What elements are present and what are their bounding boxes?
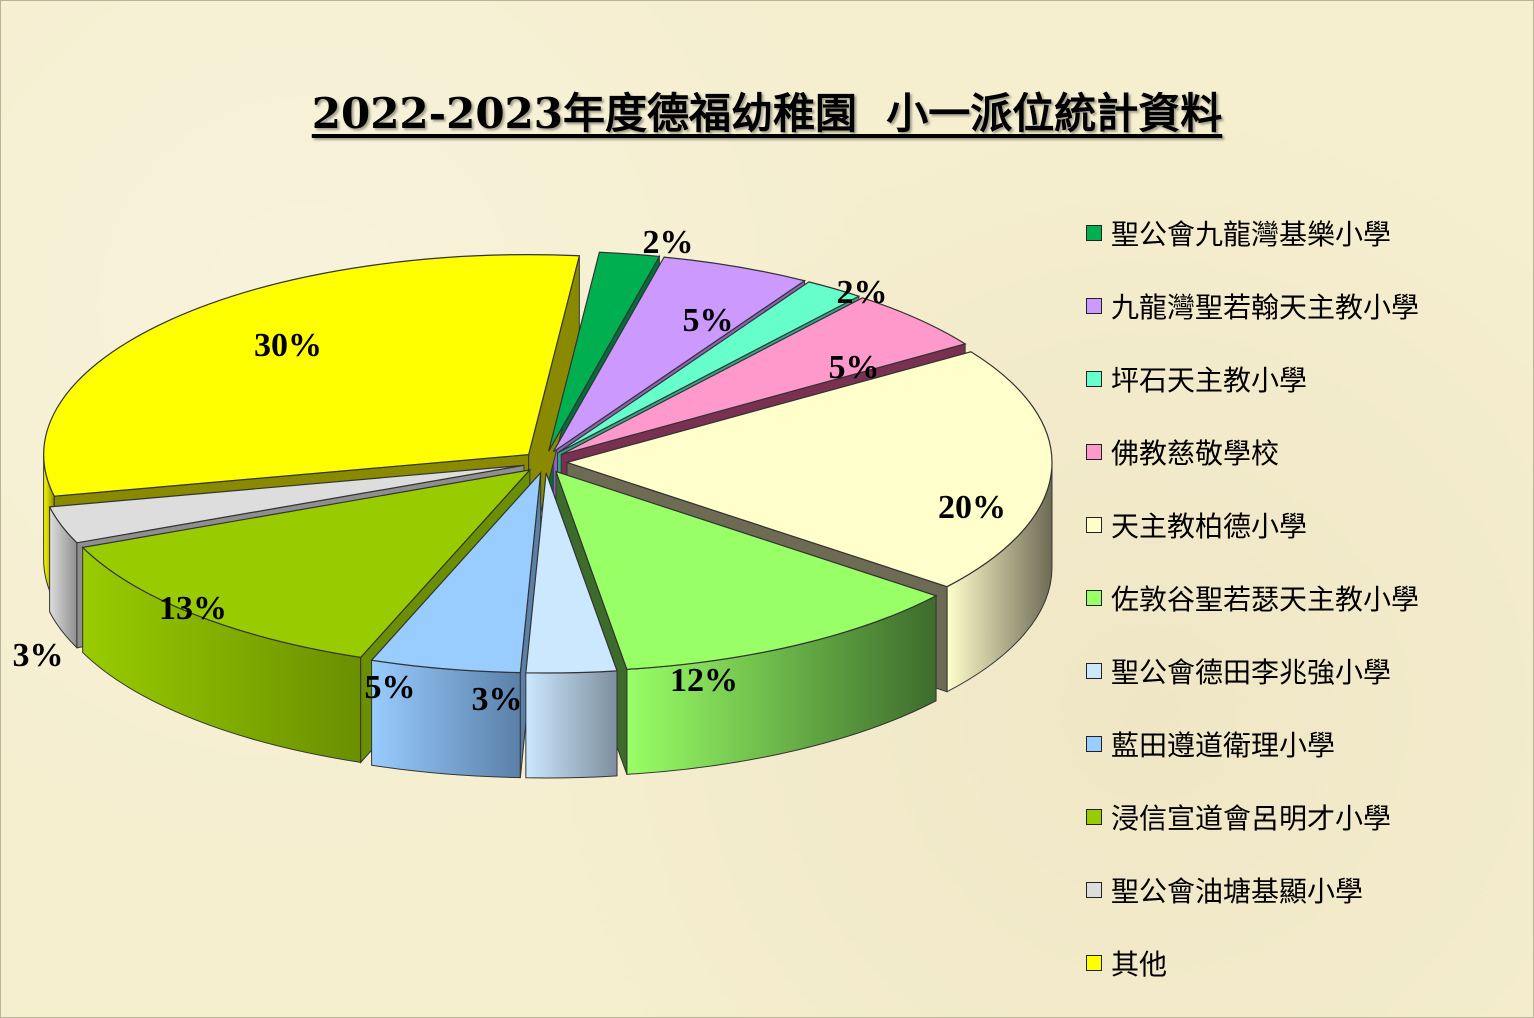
legend-label-3: 佛教慈敬學校 — [1111, 436, 1280, 470]
legend-label-4: 天主教柏德小學 — [1111, 509, 1308, 543]
legend-item-2: 坪石天主教小學 — [1086, 342, 1526, 415]
slice-label-3: 5% — [829, 349, 880, 386]
legend-label-7: 藍田遵道衛理小學 — [1111, 728, 1336, 762]
slice-label-1: 5% — [683, 302, 734, 339]
slice-label-9: 3% — [13, 637, 64, 674]
legend-swatch-5 — [1086, 589, 1102, 606]
slice-2 — [557, 281, 861, 454]
slice-4 — [564, 351, 1053, 588]
legend-swatch-10 — [1086, 954, 1102, 971]
slice-label-5: 12% — [670, 662, 738, 699]
slice-label-8: 13% — [159, 590, 227, 627]
slice-1 — [552, 256, 807, 453]
legend-item-0: 聖公會九龍灣基樂小學 — [1086, 196, 1526, 269]
legend-swatch-8 — [1086, 808, 1102, 825]
slice-5 — [555, 470, 938, 671]
legend-label-0: 聖公會九龍灣基樂小學 — [1111, 217, 1392, 251]
legend-label-6: 聖公會德田李兆強小學 — [1111, 655, 1392, 689]
legend-item-9: 聖公會油塘基顯小學 — [1086, 853, 1526, 926]
legend-item-7: 藍田遵道衛理小學 — [1086, 707, 1526, 780]
legend-item-6: 聖公會德田李兆強小學 — [1086, 634, 1526, 707]
chart-title: 2022-2023年度德福幼稚園 小一派位統計資料 — [311, 89, 1223, 138]
slice-0 — [548, 251, 661, 452]
slice-3 — [560, 297, 967, 456]
slice-7 — [370, 471, 542, 674]
legend-swatch-1 — [1086, 297, 1102, 314]
slice-6 — [525, 472, 618, 674]
slice-8 — [81, 469, 532, 659]
legend-item-4: 天主教柏德小學 — [1086, 488, 1526, 561]
legend-swatch-2 — [1086, 370, 1102, 387]
slice-label-7: 5% — [365, 669, 416, 706]
legend-label-8: 浸信宣道會呂明才小學 — [1111, 801, 1392, 835]
slice-9 — [48, 464, 525, 544]
slice-label-6: 3% — [472, 681, 523, 718]
slice-label-2: 2% — [837, 274, 888, 311]
slice-label-4: 20% — [938, 489, 1006, 526]
legend-label-1: 九龍灣聖若翰天主教小學 — [1111, 290, 1420, 324]
legend-label-5: 佐敦谷聖若瑟天主教小學 — [1111, 582, 1420, 616]
slice-side-6 — [525, 670, 618, 779]
legend-item-8: 浸信宣道會呂明才小學 — [1086, 780, 1526, 853]
legend-swatch-3 — [1086, 443, 1102, 460]
legend-item-10: 其他 — [1086, 926, 1526, 999]
legend-item-5: 佐敦谷聖若瑟天主教小學 — [1086, 561, 1526, 634]
legend-item-1: 九龍灣聖若翰天主教小學 — [1086, 269, 1526, 342]
legend-swatch-7 — [1086, 735, 1102, 752]
legend-label-9: 聖公會油塘基顯小學 — [1111, 874, 1364, 908]
legend-swatch-6 — [1086, 662, 1102, 679]
legend: 聖公會九龍灣基樂小學 九龍灣聖若翰天主教小學 坪石天主教小學 佛教慈敬學校 天主教柏德小… — [1086, 196, 1526, 999]
legend-swatch-9 — [1086, 881, 1102, 898]
legend-swatch-0 — [1086, 224, 1102, 241]
legend-label-10: 其他 — [1111, 947, 1168, 981]
legend-label-2: 坪石天主教小學 — [1111, 363, 1308, 397]
legend-swatch-4 — [1086, 516, 1102, 533]
slice-label-0: 2% — [643, 224, 694, 261]
legend-item-3: 佛教慈敬學校 — [1086, 415, 1526, 488]
slice-10 — [43, 254, 581, 497]
slice-label-10: 30% — [254, 327, 322, 364]
